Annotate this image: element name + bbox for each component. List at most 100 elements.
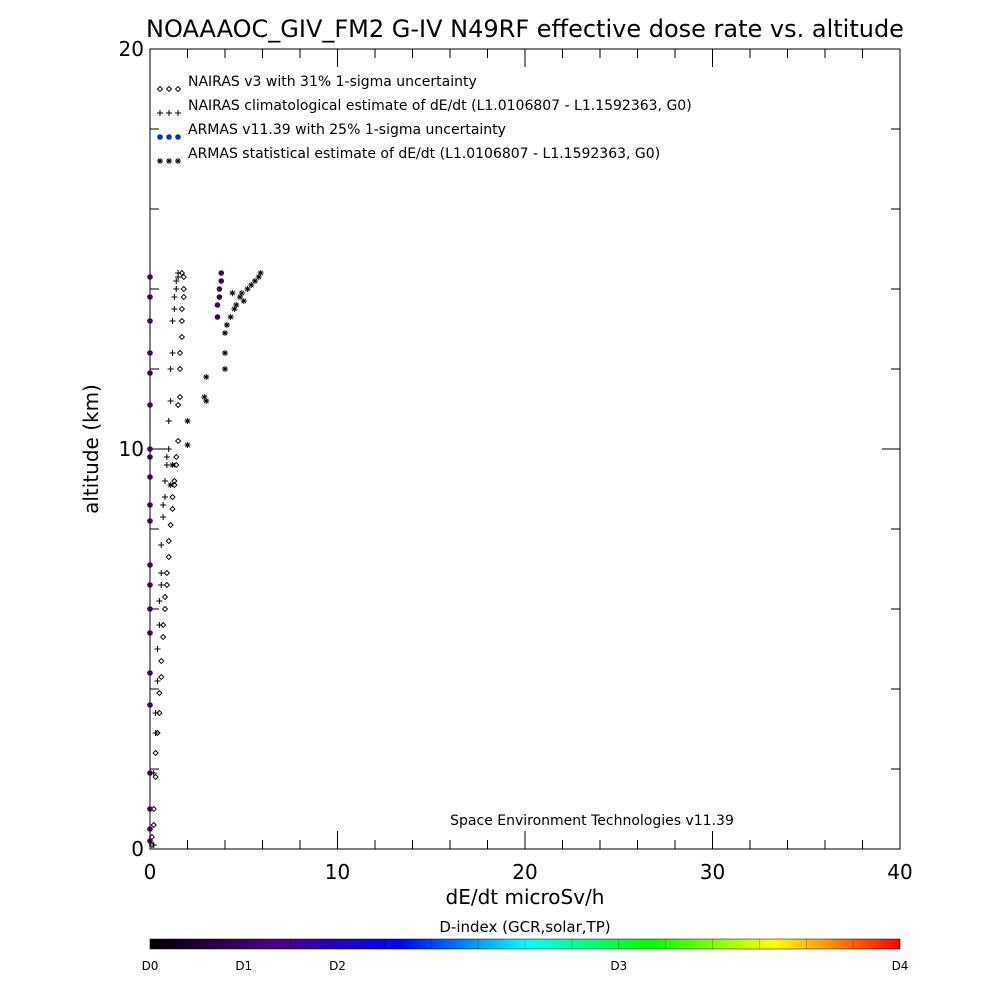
y-axis-label: altitude (km) — [79, 384, 103, 514]
asterisk-point — [248, 282, 255, 288]
plus-point — [162, 478, 168, 484]
asterisk-point — [222, 366, 228, 372]
plus-point — [160, 514, 167, 520]
y-tick-label: 10 — [119, 437, 144, 461]
diamond-point — [171, 477, 178, 485]
dot-point — [147, 838, 153, 844]
plus-point — [169, 350, 176, 356]
asterisk-point — [229, 290, 236, 296]
plus-point — [152, 710, 159, 716]
asterisk-point — [237, 294, 243, 300]
legend-symbol — [174, 85, 182, 93]
dot-point — [147, 670, 153, 676]
legend-symbol — [157, 134, 163, 140]
diamond-point — [178, 317, 186, 325]
legend-symbol — [166, 134, 172, 140]
diamond-point — [174, 401, 182, 409]
legend-label: ARMAS statistical estimate of dE/dt (L1.… — [188, 146, 660, 162]
dot-point — [147, 562, 153, 568]
legend-symbol — [157, 110, 163, 116]
diamond-point — [159, 633, 167, 641]
legend-item: ARMAS statistical estimate of dE/dt (L1.… — [157, 146, 660, 164]
diamond-point — [150, 821, 157, 829]
diamond-point — [169, 493, 176, 501]
dot-point — [147, 702, 153, 708]
legend-label: ARMAS v11.39 with 25% 1-sigma uncertaint… — [188, 122, 506, 138]
asterisk-point — [169, 462, 176, 468]
diamond-point — [159, 621, 167, 629]
diamond-point — [178, 305, 186, 313]
dot-point — [147, 402, 153, 408]
colorbar-title: D-index (GCR,solar,TP) — [439, 918, 610, 936]
diamond-point — [171, 481, 178, 489]
legend-symbol — [166, 158, 172, 164]
diamond-point — [176, 393, 184, 401]
diamond-point — [169, 505, 176, 513]
dot-point — [147, 518, 153, 524]
series-diamond — [148, 269, 187, 849]
asterisk-point — [222, 350, 228, 356]
dot-point — [147, 770, 153, 776]
asterisk-point — [233, 302, 240, 308]
asterisk-point — [240, 298, 247, 304]
asterisk-point — [223, 322, 230, 328]
plus-point — [167, 398, 174, 404]
plus-point — [154, 678, 161, 684]
plus-point — [156, 598, 163, 604]
legend-item: ARMAS v11.39 with 25% 1-sigma uncertaint… — [157, 122, 506, 140]
plus-point — [173, 278, 180, 284]
dot-point — [147, 630, 153, 636]
asterisk-point — [184, 442, 191, 448]
diamond-point — [165, 553, 172, 561]
dot-point — [147, 370, 153, 376]
asterisk-point — [222, 330, 228, 336]
diamond-point — [180, 285, 187, 293]
asterisk-point — [252, 278, 258, 284]
dot-point — [147, 582, 153, 588]
x-tick-label: 0 — [144, 860, 157, 884]
colorbar-ticks: D0 D1 D2 D3 D4 — [142, 939, 908, 973]
colorbar-label: D0 — [142, 959, 159, 973]
legend-item: NAIRAS v3 with 31% 1-sigma uncertainty — [156, 74, 477, 93]
plus-point — [156, 622, 163, 628]
colorbar-label: D2 — [329, 959, 346, 973]
plus-point — [158, 570, 165, 576]
y-tick-label: 0 — [131, 837, 144, 861]
diamond-point — [152, 749, 159, 757]
x-axis-label: dE/dt microSv/h — [446, 885, 605, 909]
legend-symbol — [165, 85, 173, 93]
series-dot — [147, 270, 225, 844]
diamond-point — [158, 673, 165, 681]
x-tick-label: 30 — [700, 860, 725, 884]
legend: NAIRAS v3 with 31% 1-sigma uncertainty NA… — [156, 74, 692, 164]
dot-point — [218, 270, 225, 276]
plus-point — [165, 446, 172, 452]
plus-point — [173, 286, 180, 292]
series-asterisk — [167, 270, 264, 488]
dot-point — [147, 502, 153, 508]
plus-point — [152, 730, 159, 736]
dot-point — [218, 278, 225, 284]
legend-label: NAIRAS v3 with 31% 1-sigma uncertainty — [188, 74, 477, 90]
plus-point — [171, 306, 178, 312]
diamond-point — [176, 365, 184, 373]
dot-point — [216, 286, 223, 292]
plus-point — [175, 274, 182, 280]
x-tick-label: 10 — [325, 860, 350, 884]
legend-symbol — [175, 110, 181, 116]
diamond-point — [163, 569, 171, 577]
legend-symbol — [156, 85, 164, 93]
diamond-point — [173, 453, 180, 461]
x-tick-label: 40 — [887, 860, 912, 884]
legend-symbol — [166, 110, 172, 116]
diamond-point — [161, 605, 169, 613]
asterisk-point — [255, 274, 262, 280]
plus-point — [158, 542, 165, 548]
colorbar-label: D3 — [610, 959, 627, 973]
dot-point — [147, 294, 153, 300]
diamond-point — [180, 293, 187, 301]
plus-point — [150, 842, 157, 848]
legend-symbol — [175, 134, 181, 140]
plus-point — [162, 494, 168, 500]
